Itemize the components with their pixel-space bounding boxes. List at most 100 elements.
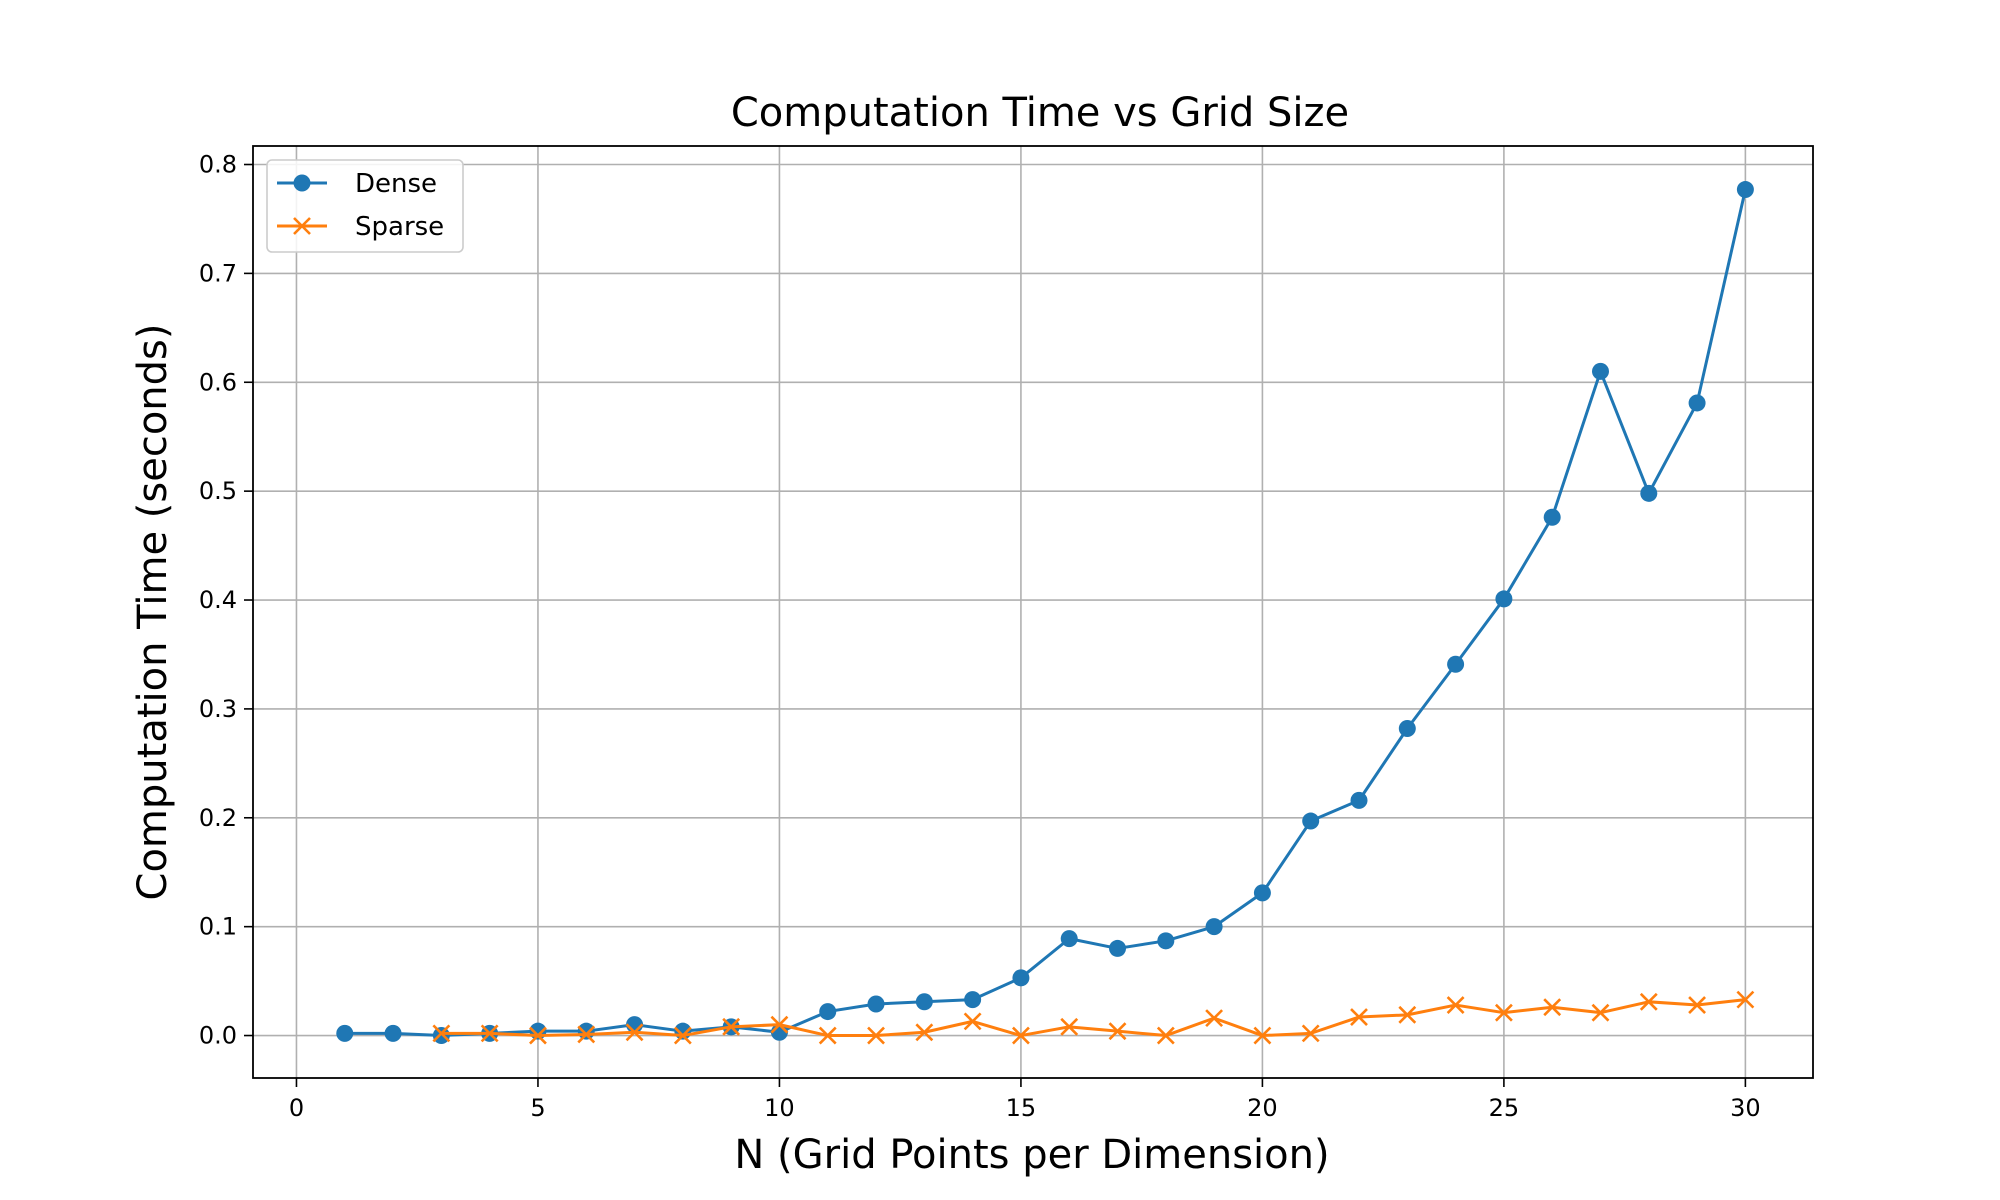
sparse-point-stroke bbox=[1446, 996, 1465, 1014]
sparse-point bbox=[1398, 1005, 1417, 1024]
legend-marker bbox=[293, 174, 311, 192]
sparse-point bbox=[1494, 1003, 1513, 1022]
dense-point bbox=[1543, 508, 1561, 526]
y-tick-label: 0.6 bbox=[199, 368, 237, 396]
dense-point bbox=[1205, 918, 1223, 936]
sparse-point-stroke bbox=[1108, 1022, 1127, 1041]
sparse-point-stroke bbox=[963, 1012, 982, 1031]
sparse-point-stroke bbox=[915, 1023, 934, 1042]
sparse-point-stroke bbox=[1591, 1003, 1610, 1022]
sparse-point-stroke bbox=[480, 1024, 499, 1043]
sparse-point bbox=[1446, 996, 1465, 1014]
sparse-point bbox=[1639, 992, 1658, 1011]
y-axis-label: Computation Time (seconds) bbox=[130, 324, 176, 901]
dense-point bbox=[384, 1024, 402, 1042]
sparse-point-stroke bbox=[867, 1026, 885, 1045]
ticks-layer: 0 5 10 15 20 25 30 0.0 0.1 0.2 0.3 0.4 0.5 0.6 0.7 0.8 bbox=[199, 151, 1761, 1122]
sparse-point bbox=[673, 1026, 692, 1045]
dense-point bbox=[1447, 655, 1465, 673]
sparse-point bbox=[1301, 1024, 1320, 1043]
sparse-point-stroke bbox=[1156, 1026, 1175, 1045]
dense-point bbox=[1253, 884, 1271, 902]
dense-point bbox=[1591, 362, 1609, 380]
sparse-point bbox=[1108, 1022, 1127, 1041]
sparse-point-stroke bbox=[1350, 1008, 1368, 1026]
sparse-point-stroke bbox=[673, 1026, 692, 1045]
sparse-point bbox=[770, 1015, 789, 1034]
sparse-line bbox=[441, 998, 1746, 1038]
sparse-point-stroke bbox=[1205, 1009, 1224, 1028]
dense-point bbox=[336, 1024, 354, 1042]
sparse-point-stroke bbox=[432, 1024, 451, 1043]
dense-point bbox=[1350, 791, 1368, 809]
sparse-point bbox=[1350, 1008, 1368, 1026]
legend-label: Sparse bbox=[355, 212, 444, 242]
sparse-point bbox=[1591, 1003, 1610, 1022]
sparse-point bbox=[867, 1026, 885, 1045]
sparse-point bbox=[432, 1024, 451, 1043]
sparse-point-stroke bbox=[1688, 996, 1707, 1014]
legend: Dense Sparse bbox=[266, 159, 464, 253]
chart-title: Computation Time vs Grid Size bbox=[731, 90, 1349, 136]
sparse-point-stroke bbox=[1736, 990, 1755, 1009]
sparse-point-stroke bbox=[1494, 1003, 1513, 1022]
dense-point bbox=[432, 1027, 450, 1045]
sparse-point bbox=[577, 1025, 596, 1044]
series-sparse bbox=[432, 990, 1755, 1045]
sparse-point-stroke bbox=[1012, 1026, 1030, 1045]
legend-marker-stroke bbox=[293, 217, 311, 235]
dense-point bbox=[1109, 939, 1127, 957]
legend-marker bbox=[293, 217, 311, 235]
dense-point bbox=[819, 1003, 837, 1021]
sparse-point bbox=[625, 1023, 644, 1042]
y-tick-label: 0.8 bbox=[199, 151, 237, 179]
series-layer bbox=[336, 181, 1755, 1045]
dense-point bbox=[1398, 720, 1416, 737]
sparse-point bbox=[1156, 1026, 1175, 1045]
x-tick-label: 15 bbox=[1006, 1094, 1037, 1122]
sparse-point bbox=[1060, 1017, 1079, 1036]
legend-label: Dense bbox=[355, 169, 437, 199]
dense-point bbox=[1640, 484, 1658, 502]
y-tick-label: 0.7 bbox=[199, 259, 237, 287]
sparse-point bbox=[915, 1023, 934, 1042]
x-axis-label: N (Grid Points per Dimension) bbox=[734, 1132, 1329, 1178]
dense-point bbox=[915, 993, 933, 1011]
y-tick-label: 0.2 bbox=[199, 804, 237, 832]
plot-frame bbox=[252, 145, 1814, 1079]
x-tick-label: 30 bbox=[1730, 1094, 1761, 1122]
x-tick-label: 10 bbox=[764, 1094, 795, 1122]
legend-item-dense: Dense bbox=[277, 169, 437, 199]
sparse-point-stroke bbox=[1398, 1005, 1417, 1024]
sparse-point bbox=[480, 1024, 499, 1043]
sparse-point bbox=[1012, 1026, 1030, 1045]
dense-point bbox=[1060, 930, 1078, 948]
dense-point bbox=[1736, 181, 1754, 199]
x-tick-label: 0 bbox=[289, 1094, 304, 1122]
dense-point bbox=[1495, 590, 1513, 608]
sparse-point-stroke bbox=[1253, 1026, 1272, 1045]
y-tick-label: 0.1 bbox=[199, 913, 237, 941]
dense-point bbox=[867, 995, 885, 1013]
sparse-point bbox=[529, 1026, 547, 1045]
y-tick-label: 0.4 bbox=[199, 586, 237, 614]
legend-item-sparse: Sparse bbox=[277, 212, 444, 242]
sparse-point bbox=[1736, 990, 1755, 1009]
dense-point bbox=[1157, 932, 1175, 950]
y-tick-label: 0.0 bbox=[199, 1022, 237, 1050]
dense-point bbox=[1012, 969, 1030, 987]
dense-point bbox=[577, 1022, 595, 1040]
x-tick-label: 25 bbox=[1489, 1094, 1520, 1122]
sparse-point-stroke bbox=[577, 1025, 596, 1044]
sparse-point bbox=[1543, 998, 1562, 1017]
dense-point bbox=[964, 991, 982, 1009]
sparse-point bbox=[1688, 996, 1707, 1014]
dense-point bbox=[1302, 812, 1320, 830]
sparse-point bbox=[963, 1012, 982, 1031]
sparse-point-stroke bbox=[529, 1026, 547, 1045]
sparse-point-stroke bbox=[1543, 998, 1562, 1017]
sparse-point-stroke bbox=[770, 1015, 789, 1034]
sparse-point bbox=[1205, 1009, 1224, 1028]
sparse-point-stroke bbox=[1639, 992, 1658, 1011]
sparse-point-stroke bbox=[1060, 1017, 1079, 1036]
